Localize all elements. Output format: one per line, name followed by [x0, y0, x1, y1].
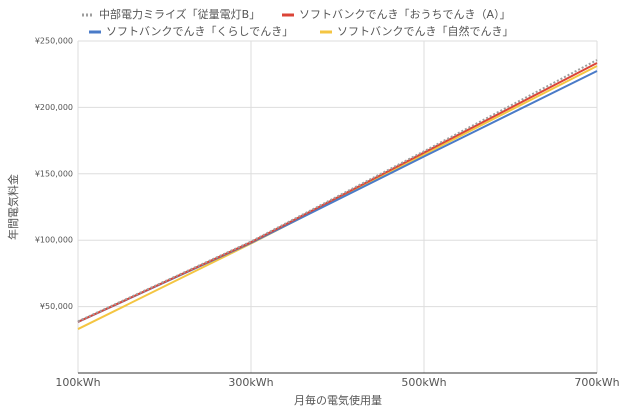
- x-tick-label: 500kWh: [401, 376, 446, 389]
- y-tick-label: ¥100,000: [35, 236, 73, 245]
- y-tick-label: ¥150,000: [35, 169, 73, 178]
- y-tick-label: ¥200,000: [35, 103, 73, 112]
- legend-label: ソフトバンクでんき「くらしでんき」: [106, 25, 293, 38]
- y-axis-title: 年間電気料金: [6, 174, 20, 240]
- legend-label: ソフトバンクでんき「おうちでんき（A）」: [299, 8, 511, 21]
- x-axis-title: 月毎の電気使用量: [294, 393, 382, 407]
- legend-label: ソフトバンクでんき「自然でんき」: [337, 24, 514, 38]
- series-line: [77, 59, 598, 323]
- x-tick-label: 700kWh: [574, 376, 619, 389]
- x-tick-label: 300kWh: [228, 376, 273, 389]
- y-tick-label: ¥250,000: [35, 37, 73, 46]
- series-line: [77, 62, 598, 323]
- x-tick-label: 100kWh: [55, 376, 100, 389]
- legend-label: 中部電力ミライズ「従量電灯B」: [99, 7, 260, 21]
- y-tick-label: ¥50,000: [40, 302, 73, 311]
